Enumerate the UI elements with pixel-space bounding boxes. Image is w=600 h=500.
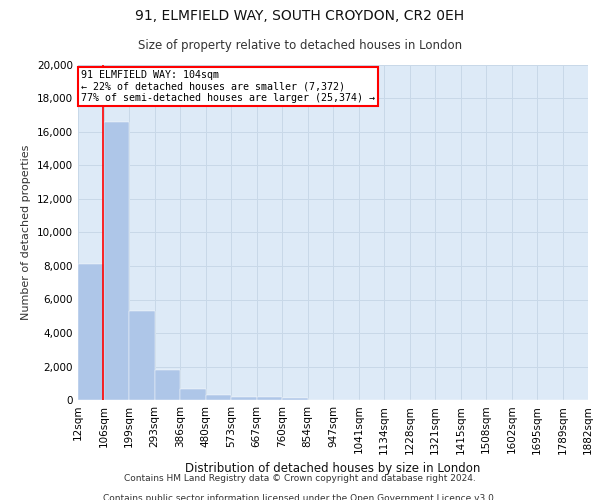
Text: Contains HM Land Registry data © Crown copyright and database right 2024.: Contains HM Land Registry data © Crown c… [124,474,476,483]
Bar [231,397,257,400]
Text: Contains public sector information licensed under the Open Government Licence v3: Contains public sector information licen… [103,494,497,500]
Bar [257,398,282,400]
Bar [206,394,231,400]
Bar [104,122,129,400]
Bar [129,311,155,400]
Bar [155,370,180,400]
Text: Size of property relative to detached houses in London: Size of property relative to detached ho… [138,39,462,52]
Bar [282,398,308,400]
X-axis label: Distribution of detached houses by size in London: Distribution of detached houses by size … [185,462,481,475]
Bar [78,264,104,400]
Bar [180,389,206,400]
Y-axis label: Number of detached properties: Number of detached properties [22,145,31,320]
Text: 91 ELMFIELD WAY: 104sqm
← 22% of detached houses are smaller (7,372)
77% of semi: 91 ELMFIELD WAY: 104sqm ← 22% of detache… [80,70,374,103]
Text: 91, ELMFIELD WAY, SOUTH CROYDON, CR2 0EH: 91, ELMFIELD WAY, SOUTH CROYDON, CR2 0EH [136,9,464,23]
